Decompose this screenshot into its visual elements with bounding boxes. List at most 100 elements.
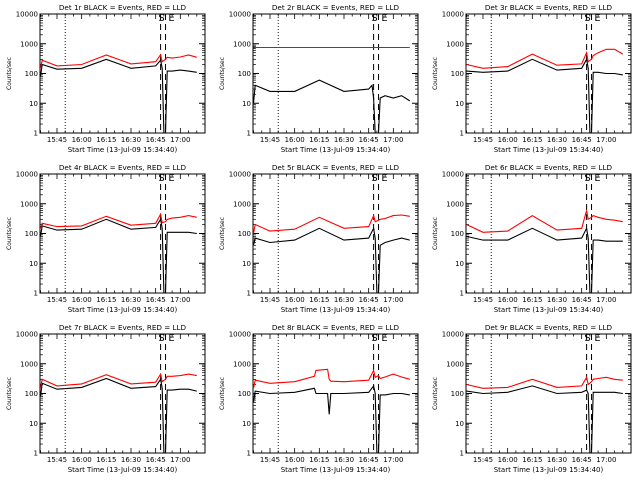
x-axis-label: Start Time (13-Jul-09 15:34:40): [494, 146, 604, 154]
x-tick-label: 17:00: [170, 456, 190, 464]
plot-frame: [39, 333, 206, 454]
start-annotation: S: [371, 173, 377, 184]
x-tick-label: 16:45: [146, 456, 166, 464]
chart-title: Det 6r BLACK = Events, RED = LLD: [485, 163, 613, 172]
x-tick-label: 16:45: [359, 296, 379, 304]
y-axis-label: Counts/sec: [219, 57, 226, 90]
x-tick-label: 15:45: [47, 296, 67, 304]
y-tick-label: 10: [29, 100, 38, 108]
x-tick-label: 16:30: [334, 136, 354, 144]
x-tick-label: 15:45: [260, 296, 280, 304]
y-tick-label: 10000: [16, 331, 38, 339]
start-annotation: S: [584, 173, 590, 184]
x-tick-label: 15:45: [260, 136, 280, 144]
x-tick-label: 15:45: [47, 456, 67, 464]
y-tick-label: 10000: [229, 331, 251, 339]
y-tick-label: 100: [451, 390, 464, 398]
x-tick-label: 16:00: [285, 456, 305, 464]
x-axis-label: Start Time (13-Jul-09 15:34:40): [494, 466, 604, 474]
y-tick-label: 10000: [16, 171, 38, 179]
y-tick-label: 1000: [446, 360, 464, 368]
y-tick-label: 10: [242, 420, 251, 428]
x-tick-label: 16:15: [522, 296, 542, 304]
y-tick-label: 1000: [446, 200, 464, 208]
start-annotation: S: [371, 333, 377, 344]
y-tick-label: 100: [25, 230, 38, 238]
y-tick-label: 10: [29, 260, 38, 268]
y-tick-label: 100: [451, 230, 464, 238]
y-tick-label: 10: [29, 420, 38, 428]
lld-series-line: [39, 53, 197, 69]
plot-frame: [252, 13, 419, 134]
y-tick-label: 1: [460, 130, 464, 138]
x-tick-label: 16:15: [96, 456, 116, 464]
x-tick-label: 17:00: [383, 456, 403, 464]
y-tick-label: 1: [34, 290, 38, 298]
y-tick-label: 1000: [233, 360, 251, 368]
y-tick-label: 100: [238, 390, 251, 398]
x-tick-label: 16:15: [309, 136, 329, 144]
plot-frame: [465, 173, 632, 294]
y-tick-label: 100: [25, 70, 38, 78]
start-annotation: S: [584, 13, 590, 24]
x-axis-label: Start Time (13-Jul-09 15:34:40): [281, 466, 391, 474]
x-tick-label: 16:30: [334, 296, 354, 304]
x-axis-label: Start Time (13-Jul-09 15:34:40): [68, 466, 178, 474]
x-tick-label: 16:15: [522, 456, 542, 464]
chart-title: Det 9r BLACK = Events, RED = LLD: [485, 323, 613, 332]
x-tick-label: 16:00: [498, 296, 518, 304]
y-axis-label: Counts/sec: [219, 217, 226, 250]
chart-panel-8: Det 8r BLACK = Events, RED = LLD 1 10 100 10…: [219, 323, 419, 474]
events-series-line: [39, 377, 197, 454]
x-tick-label: 16:45: [572, 456, 592, 464]
y-tick-label: 1: [460, 290, 464, 298]
y-tick-label: 10000: [229, 11, 251, 19]
events-series-line: [466, 385, 623, 454]
x-tick-label: 15:45: [473, 456, 493, 464]
x-tick-label: 17:00: [596, 136, 616, 144]
chart-title: Det 8r BLACK = Events, RED = LLD: [272, 323, 400, 332]
events-series-line: [39, 58, 197, 134]
x-tick-label: 16:30: [334, 456, 354, 464]
x-tick-label: 16:30: [121, 296, 141, 304]
y-axis-label: Counts/sec: [432, 377, 439, 410]
end-annotation: E: [381, 333, 387, 344]
y-tick-label: 1000: [233, 40, 251, 48]
x-tick-label: 15:45: [260, 456, 280, 464]
x-tick-label: 17:00: [596, 456, 616, 464]
x-tick-label: 16:00: [285, 136, 305, 144]
events-series-line: [466, 57, 623, 134]
y-tick-label: 100: [25, 390, 38, 398]
x-tick-label: 16:00: [285, 296, 305, 304]
x-tick-label: 16:30: [121, 136, 141, 144]
chart-title: Det 3r BLACK = Events, RED = LLD: [485, 3, 613, 12]
lld-series-line: [39, 212, 197, 229]
x-tick-label: 16:15: [96, 136, 116, 144]
y-tick-label: 1000: [20, 200, 38, 208]
x-tick-label: 17:00: [170, 296, 190, 304]
x-tick-label: 16:30: [121, 456, 141, 464]
x-axis-label: Start Time (13-Jul-09 15:34:40): [494, 306, 604, 314]
end-annotation: E: [594, 173, 600, 184]
x-tick-label: 16:45: [359, 136, 379, 144]
y-tick-label: 100: [238, 70, 251, 78]
y-tick-label: 10: [242, 100, 251, 108]
lld-series-line: [39, 372, 197, 389]
y-tick-label: 1: [460, 450, 464, 458]
x-tick-label: 16:00: [72, 296, 92, 304]
chart-panel-2: Det 2r BLACK = Events, RED = LLD 1 10 100 10…: [219, 3, 419, 154]
y-tick-label: 10000: [229, 171, 251, 179]
x-tick-label: 17:00: [383, 136, 403, 144]
chart-panel-4: Det 4r BLACK = Events, RED = LLD 1 10 100 10…: [6, 163, 206, 314]
x-tick-label: 16:45: [572, 296, 592, 304]
x-tick-label: 15:45: [473, 136, 493, 144]
y-axis-label: Counts/sec: [6, 217, 13, 250]
chart-panel-3: Det 3r BLACK = Events, RED = LLD 1 10 100 10…: [432, 3, 632, 154]
end-annotation: E: [594, 333, 600, 344]
x-axis-label: Start Time (13-Jul-09 15:34:40): [281, 306, 391, 314]
y-tick-label: 1: [34, 130, 38, 138]
events-series-line: [466, 226, 623, 294]
y-tick-label: 10000: [442, 11, 464, 19]
y-tick-label: 1000: [233, 200, 251, 208]
